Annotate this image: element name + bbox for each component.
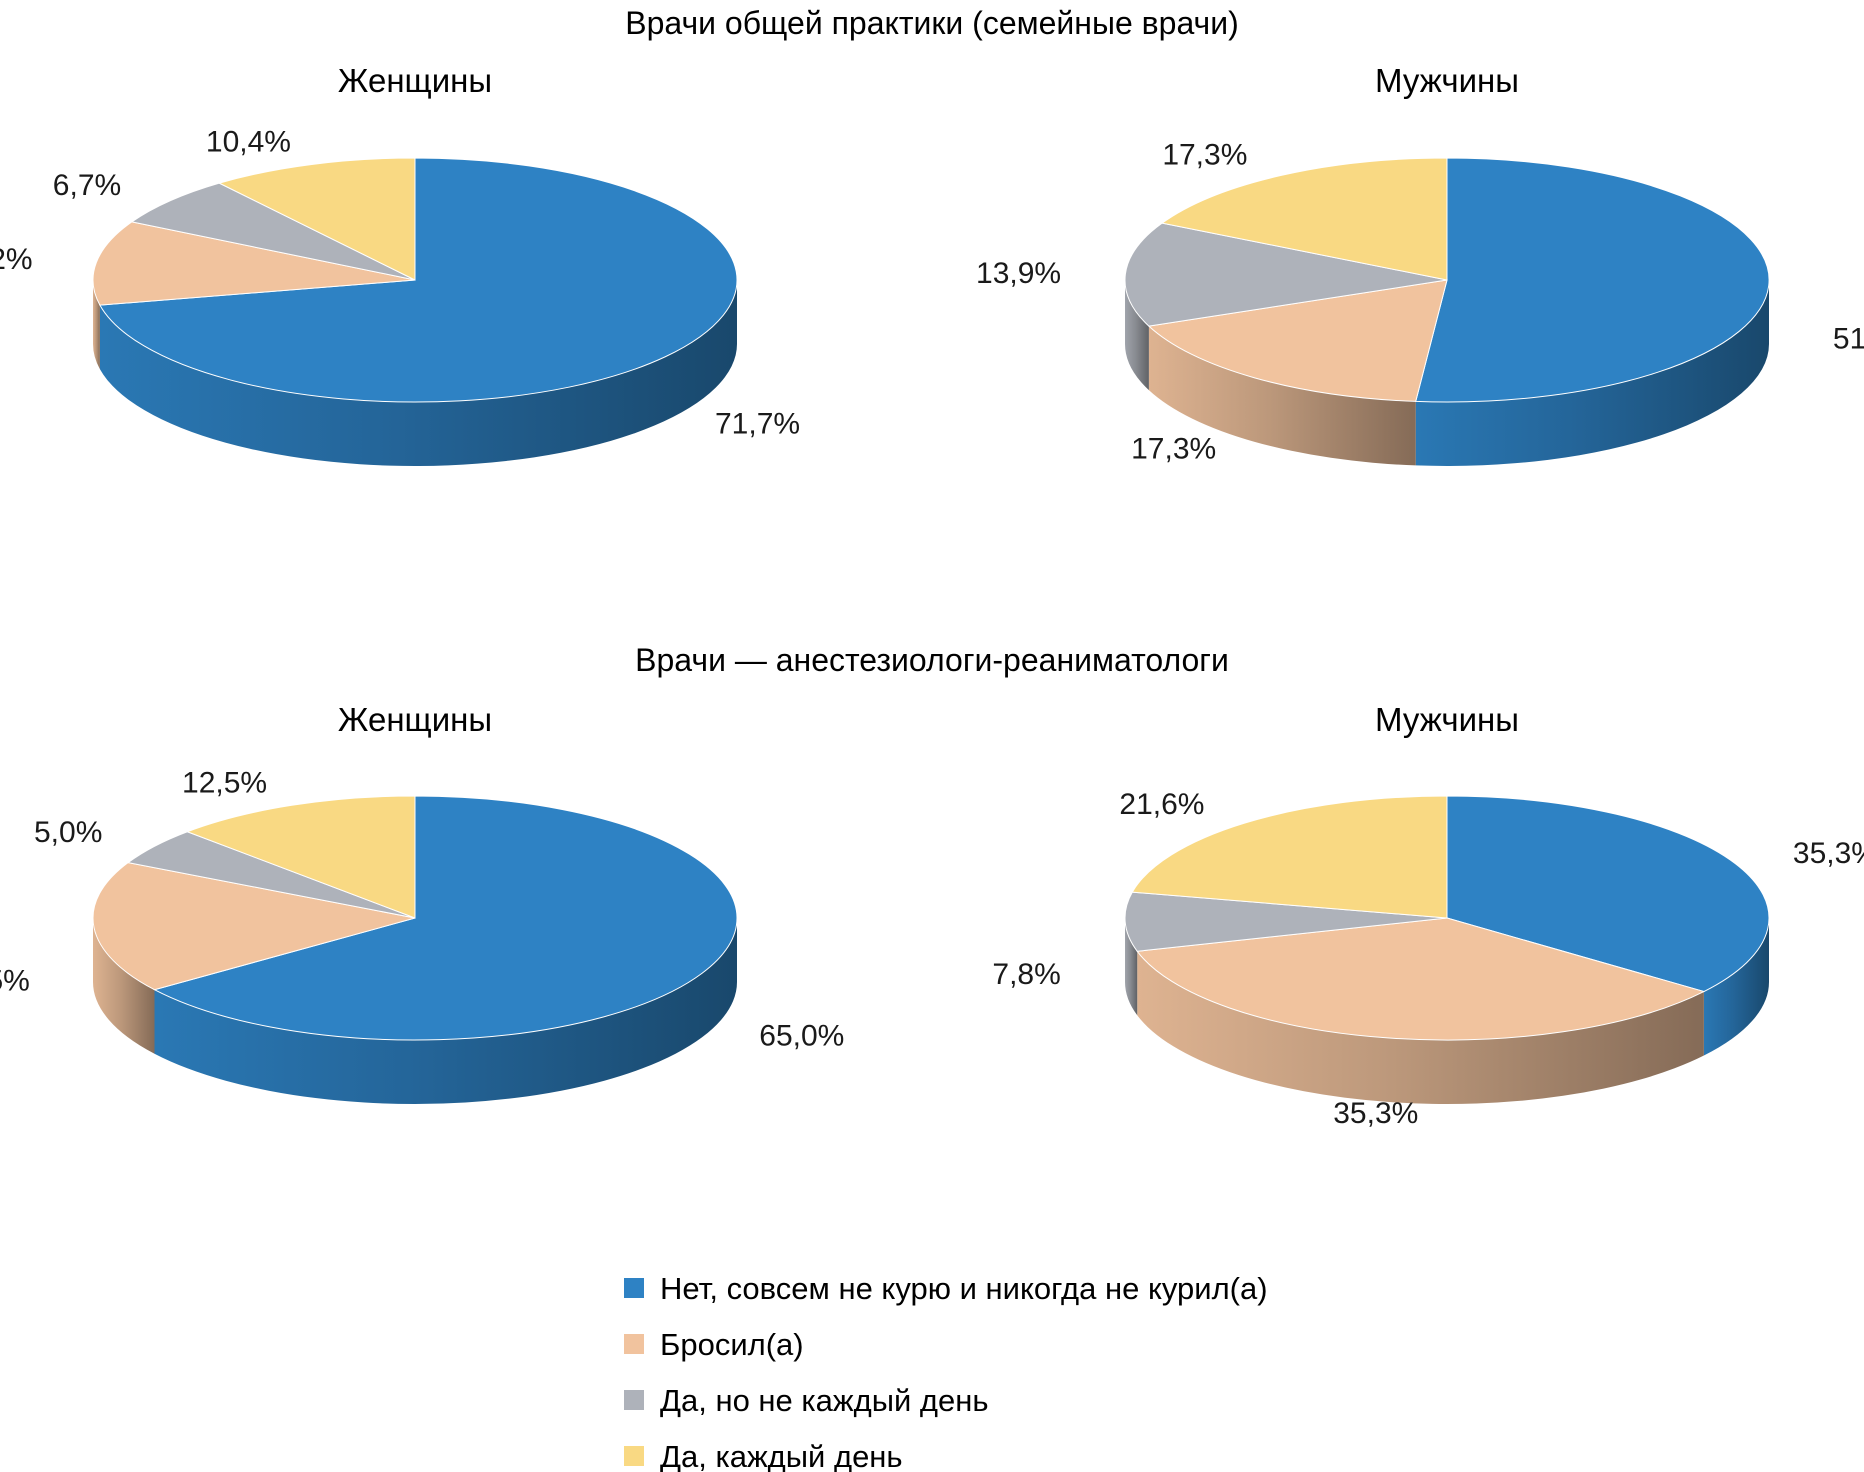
pie-slice-quit [92, 221, 416, 306]
pie-side-never [99, 280, 738, 466]
pie-slice-never [1446, 795, 1770, 993]
group-title-gp: Врачи общей практики (семейные врачи) [625, 5, 1238, 41]
pie-side-quit [1137, 951, 1704, 1105]
data-label-never: 51,6% [1833, 322, 1864, 355]
data-label-daily: 21,6% [1119, 788, 1204, 821]
data-label-daily: 17,3% [1162, 139, 1247, 172]
pie-slices-anesth-women [92, 795, 738, 1041]
legend-swatch-never [624, 1278, 644, 1298]
pie-chart-gp-women: Женщины 71,7% 11,2% 6,7% 10,4% [0, 62, 800, 466]
pie-side-quit [93, 918, 155, 1054]
pie-title-anesth-men: Мужчины [1375, 701, 1519, 738]
data-label-sometimes: 7,8% [992, 958, 1060, 991]
data-label-quit: 17,3% [1131, 433, 1216, 466]
pie-slices-anesth-men [1124, 795, 1770, 1041]
pie-sides-gp-men [1125, 280, 1769, 466]
pie-slice-never [99, 157, 738, 403]
data-label-sometimes: 6,7% [53, 169, 121, 202]
pie-title-gp-men: Мужчины [1375, 62, 1519, 99]
data-label-quit: 11,2% [0, 243, 33, 276]
data-label-daily: 10,4% [206, 125, 291, 158]
pie-labels-anesth-men: 35,3% 35,3% 7,8% 21,6% [992, 788, 1864, 1130]
legend-item-sometimes: Да, но не каждый день [624, 1383, 989, 1418]
legend-swatch-sometimes [624, 1390, 644, 1410]
data-label-quit: 17,5% [0, 965, 30, 998]
pie-side-sometimes [1125, 918, 1138, 1016]
pie-sides-anesth-women [93, 918, 737, 1104]
pie-side-quit [1148, 326, 1416, 466]
pie-chart-anesth-men: Мужчины 35,3% 35,3% 7,8% 21,6% [992, 701, 1864, 1130]
legend-label-never: Нет, совсем не курю и никогда не курил(а… [660, 1271, 1268, 1306]
pie-side-never [1703, 918, 1770, 1056]
legend-label-sometimes: Да, но не каждый день [660, 1383, 989, 1418]
pie-slice-sometimes [1124, 222, 1448, 327]
pie-chart-gp-men: Мужчины 51,6% 17,3% 13,9% 17,3% [976, 62, 1864, 466]
data-label-sometimes: 5,0% [34, 816, 102, 849]
pie-slice-daily [1160, 157, 1448, 281]
legend-label-daily: Да, каждый день [660, 1439, 903, 1472]
pie-side-sometimes [1125, 280, 1149, 391]
data-label-never: 65,0% [759, 1020, 844, 1053]
pie-chart-anesth-women: Женщины 65,0% 17,5% 5,0% 12,5% [0, 701, 844, 1104]
pie-sides-anesth-men [1125, 918, 1770, 1105]
pie-labels-gp-women: 71,7% 11,2% 6,7% 10,4% [0, 125, 800, 440]
legend-item-daily: Да, каждый день [624, 1439, 903, 1472]
legend-label-quit: Бросил(а) [660, 1327, 804, 1362]
pie-slices-gp-women [92, 157, 738, 403]
pie-title-gp-women: Женщины [338, 62, 492, 99]
legend-swatch-quit [624, 1334, 644, 1354]
legend-swatch-daily [624, 1446, 644, 1466]
data-label-daily: 12,5% [182, 767, 267, 800]
pie-side-never [154, 918, 737, 1104]
pie-slices-gp-men [1124, 157, 1770, 403]
pie-slice-never [153, 795, 738, 1041]
pie-slice-quit [1147, 279, 1448, 402]
data-label-never: 71,7% [715, 408, 800, 441]
group-title-anesth: Врачи — анестезиологи-реаниматологи [635, 642, 1229, 678]
pie-slice-daily [217, 157, 416, 281]
pie-slice-sometimes [130, 182, 416, 281]
pie-labels-anesth-women: 65,0% 17,5% 5,0% 12,5% [0, 767, 844, 1053]
legend: Нет, совсем не курю и никогда не курил(а… [624, 1271, 1268, 1472]
pie-slice-quit [1136, 917, 1706, 1041]
pie-slice-sometimes [1124, 891, 1448, 952]
pie-title-anesth-women: Женщины [338, 701, 492, 738]
pie-slice-quit [92, 862, 416, 991]
pie-slice-never [1415, 157, 1770, 403]
pie-side-never [1415, 280, 1769, 466]
pie-slice-daily [1131, 795, 1448, 919]
data-label-never: 35,3% [1793, 837, 1864, 870]
pie-slice-daily [185, 795, 416, 919]
pie-labels-gp-men: 51,6% 17,3% 13,9% 17,3% [976, 139, 1864, 466]
data-label-quit: 35,3% [1333, 1097, 1418, 1130]
data-label-sometimes: 13,9% [976, 257, 1061, 290]
legend-item-never: Нет, совсем не курю и никогда не курил(а… [624, 1271, 1268, 1306]
legend-item-quit: Бросил(а) [624, 1327, 804, 1362]
